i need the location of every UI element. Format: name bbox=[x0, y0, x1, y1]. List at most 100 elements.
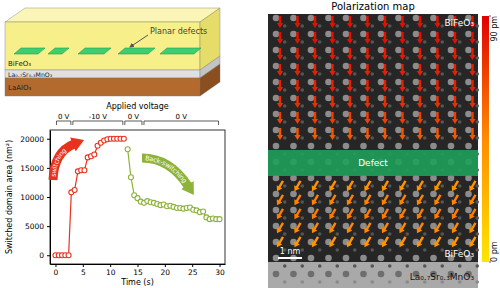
atom bbox=[405, 24, 409, 28]
atom bbox=[475, 280, 479, 284]
atom bbox=[395, 15, 402, 22]
atom bbox=[405, 184, 409, 188]
panel-title: Polarization map bbox=[331, 1, 415, 12]
atom bbox=[405, 136, 409, 140]
tick-mark bbox=[47, 197, 50, 198]
polarization-arrow bbox=[399, 236, 406, 247]
atom bbox=[360, 271, 367, 278]
atom bbox=[395, 143, 402, 150]
polarization-arrow bbox=[329, 32, 335, 44]
atom bbox=[448, 47, 455, 54]
atom bbox=[405, 232, 409, 236]
atom bbox=[325, 255, 332, 262]
voltage-bracket bbox=[125, 121, 142, 125]
tick-mark bbox=[110, 264, 111, 267]
atom bbox=[378, 207, 385, 214]
atom bbox=[300, 56, 304, 60]
atom bbox=[360, 207, 367, 214]
atom bbox=[475, 88, 479, 92]
polarization-arrow bbox=[312, 128, 318, 140]
polarization-arrow bbox=[452, 48, 458, 60]
atom bbox=[395, 79, 402, 86]
atom bbox=[273, 15, 280, 22]
atom bbox=[290, 271, 297, 278]
tick: 15 bbox=[133, 264, 143, 277]
tick: 10 bbox=[106, 264, 116, 277]
polarization-arrow bbox=[364, 32, 370, 44]
atom bbox=[308, 79, 315, 86]
atom bbox=[458, 72, 462, 76]
tick: 20 bbox=[161, 264, 171, 277]
atom bbox=[430, 47, 437, 54]
atom bbox=[318, 136, 322, 140]
atom bbox=[370, 200, 374, 204]
atom bbox=[353, 56, 357, 60]
atom bbox=[335, 120, 339, 124]
atom bbox=[290, 79, 297, 86]
polarization-arrow bbox=[364, 96, 370, 108]
tick-mark bbox=[165, 264, 166, 267]
polarization-arrow bbox=[277, 236, 284, 247]
atom bbox=[448, 31, 455, 38]
polarization-arrow bbox=[277, 194, 284, 205]
atom bbox=[370, 40, 374, 44]
atom bbox=[343, 95, 350, 102]
atom bbox=[430, 79, 437, 86]
atom bbox=[318, 88, 322, 92]
polarization-arrow bbox=[434, 48, 440, 60]
polarization-arrow bbox=[364, 180, 371, 191]
tick-mark bbox=[83, 264, 84, 267]
atom bbox=[308, 95, 315, 102]
atom bbox=[370, 264, 374, 268]
polarization-arrow bbox=[399, 96, 405, 108]
polarization-arrow bbox=[294, 96, 300, 108]
atom bbox=[283, 136, 287, 140]
layer-front bbox=[5, 78, 200, 96]
polarization-arrow bbox=[329, 112, 335, 124]
atom bbox=[413, 95, 420, 102]
atom bbox=[335, 200, 339, 204]
atom bbox=[388, 200, 392, 204]
atom bbox=[423, 120, 427, 124]
atom bbox=[413, 79, 420, 86]
polarization-arrow bbox=[277, 16, 283, 28]
polarization-arrow bbox=[399, 112, 405, 124]
atom bbox=[388, 232, 392, 236]
atom bbox=[465, 47, 472, 54]
polarization-arrow bbox=[417, 236, 424, 247]
planar-defect bbox=[14, 48, 45, 54]
polarization-arrow bbox=[294, 48, 300, 60]
polarization-arrow bbox=[329, 48, 335, 60]
data-point bbox=[125, 147, 130, 152]
atom bbox=[423, 72, 427, 76]
atom bbox=[300, 88, 304, 92]
polarization-arrow bbox=[434, 236, 441, 247]
atom bbox=[458, 232, 462, 236]
polarization-arrow bbox=[294, 236, 301, 247]
atom bbox=[325, 31, 332, 38]
polarization-arrow bbox=[364, 194, 371, 205]
tick: 25 bbox=[188, 264, 198, 277]
layer-label: BiFeO₃ bbox=[8, 60, 31, 68]
data-point bbox=[217, 217, 222, 222]
polarization-arrow bbox=[277, 128, 283, 140]
atom bbox=[343, 79, 350, 86]
atom bbox=[458, 184, 462, 188]
atom bbox=[308, 127, 315, 134]
atom bbox=[378, 31, 385, 38]
atom bbox=[423, 264, 427, 268]
atom bbox=[475, 200, 479, 204]
polarization-arrow bbox=[434, 64, 440, 76]
atom bbox=[353, 88, 357, 92]
atom bbox=[318, 248, 322, 252]
atom bbox=[395, 271, 402, 278]
tick: 0 bbox=[54, 264, 59, 277]
atom bbox=[388, 56, 392, 60]
atom bbox=[458, 216, 462, 220]
polarization-arrow bbox=[347, 180, 354, 191]
polarization-arrow bbox=[347, 64, 353, 76]
atom bbox=[413, 47, 420, 54]
atom bbox=[283, 24, 287, 28]
polarization-arrow bbox=[417, 128, 423, 140]
polarization-arrow bbox=[294, 32, 300, 44]
